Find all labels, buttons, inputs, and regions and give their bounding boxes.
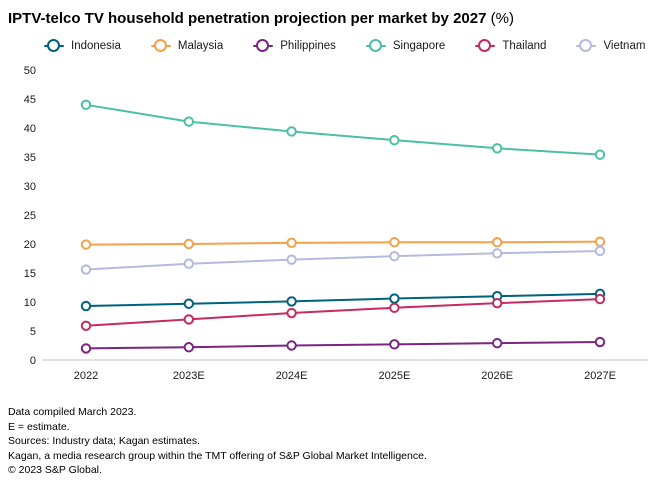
legend-label: Singapore bbox=[392, 39, 446, 52]
data-point-malaysia bbox=[389, 237, 400, 248]
series-line-philippines bbox=[85, 341, 601, 350]
data-point-indonesia bbox=[183, 298, 195, 309]
data-point-thailand bbox=[389, 302, 400, 314]
data-point-singapore bbox=[389, 134, 400, 146]
data-point-philippines bbox=[594, 336, 606, 348]
series-line-thailand bbox=[85, 298, 601, 327]
series-line-malaysia bbox=[85, 240, 601, 246]
x-axis-tick-label: 2022 bbox=[74, 370, 98, 382]
footnote-line: Sources: Industry data; Kagan estimates. bbox=[8, 435, 201, 447]
penetration-line-chart: 0 5 10 15 20 25 30 35 40 45 50 2022 2023E 2024E 2025E 2… bbox=[24, 65, 648, 382]
legend-label: Indonesia bbox=[71, 39, 121, 52]
legend-label: Philippines bbox=[280, 39, 336, 52]
y-axis-tick-label: 40 bbox=[24, 123, 36, 135]
x-axis-tick-label: 2026E bbox=[481, 370, 513, 382]
data-point-malaysia bbox=[492, 237, 503, 248]
data-point-philippines bbox=[286, 340, 297, 351]
data-point-singapore bbox=[594, 149, 606, 160]
y-axis-tick-label: 5 bbox=[30, 326, 36, 338]
data-point-vietnam bbox=[183, 258, 195, 269]
data-point-malaysia bbox=[80, 239, 92, 250]
data-point-vietnam bbox=[492, 248, 503, 259]
footnote-line: E = estimate. bbox=[8, 420, 70, 433]
y-axis-tick-label: 10 bbox=[24, 297, 36, 309]
data-point-singapore bbox=[492, 143, 503, 154]
footnote-line: © 2023 S&P Global. bbox=[8, 464, 102, 476]
data-point-thailand bbox=[594, 293, 606, 305]
chart-area: 0 5 10 15 20 25 30 35 40 45 50 2022 2023E 2024E 2025E 2… bbox=[8, 60, 652, 389]
data-point-indonesia bbox=[389, 293, 400, 304]
data-point-philippines bbox=[492, 337, 503, 349]
data-point-vietnam bbox=[389, 250, 400, 262]
footnotes: Data compiled March 2023. E = estimate. … bbox=[8, 405, 652, 478]
series-line-vietnam bbox=[85, 249, 601, 271]
series-line-indonesia bbox=[85, 292, 601, 308]
legend-item-indonesia: Indonesia bbox=[44, 39, 121, 52]
data-point-singapore bbox=[286, 126, 297, 137]
data-point-thailand bbox=[80, 320, 92, 331]
legend-marker-icon bbox=[365, 39, 386, 52]
y-axis-tick-label: 0 bbox=[30, 355, 36, 367]
data-point-vietnam bbox=[286, 254, 297, 265]
legend-marker-icon bbox=[150, 39, 171, 52]
data-point-philippines bbox=[80, 343, 92, 354]
legend-marker-icon bbox=[576, 39, 597, 52]
chart-title-unit: (%) bbox=[486, 10, 514, 27]
chart-legend: Indonesia Malaysia Philippines Singapore… bbox=[44, 39, 652, 52]
data-point-singapore bbox=[80, 99, 92, 110]
data-point-thailand bbox=[492, 297, 503, 309]
data-point-vietnam bbox=[80, 264, 92, 275]
y-axis-tick-label: 25 bbox=[24, 210, 36, 222]
data-point-indonesia bbox=[80, 300, 92, 312]
legend-item-singapore: Singapore bbox=[365, 39, 446, 52]
legend-label: Thailand bbox=[502, 39, 547, 52]
legend-marker-icon bbox=[475, 39, 496, 52]
data-point-thailand bbox=[183, 314, 195, 325]
y-axis-tick-label: 15 bbox=[24, 268, 36, 280]
data-point-philippines bbox=[183, 342, 195, 353]
footnote-line: Kagan, a media research group within the… bbox=[8, 449, 427, 462]
x-axis-tick-label: 2023E bbox=[173, 370, 205, 382]
data-point-thailand bbox=[286, 307, 297, 319]
data-point-malaysia bbox=[286, 237, 297, 249]
series-line-singapore bbox=[85, 103, 601, 156]
data-point-malaysia bbox=[594, 236, 606, 247]
data-point-indonesia bbox=[286, 296, 297, 307]
legend-item-thailand: Thailand bbox=[475, 39, 546, 52]
legend-item-vietnam: Vietnam bbox=[576, 39, 645, 52]
legend-marker-icon bbox=[253, 39, 274, 52]
x-axis-tick-label: 2027E bbox=[584, 370, 616, 382]
legend-marker-icon bbox=[44, 39, 64, 52]
footnote-line: Data compiled March 2023. bbox=[8, 406, 137, 418]
x-axis-tick-label: 2024E bbox=[276, 370, 308, 382]
x-axis-tick-label: 2025E bbox=[378, 370, 410, 382]
legend-item-philippines: Philippines bbox=[253, 39, 336, 52]
y-axis-tick-label: 45 bbox=[24, 94, 36, 106]
legend-item-malaysia: Malaysia bbox=[150, 39, 224, 52]
legend-label: Vietnam bbox=[603, 39, 646, 52]
legend-label: Malaysia bbox=[177, 39, 224, 52]
chart-title-text: IPTV-telco TV household penetration proj… bbox=[8, 10, 487, 27]
data-point-philippines bbox=[389, 339, 400, 350]
chart-title: IPTV-telco TV household penetration proj… bbox=[8, 10, 652, 27]
y-axis-tick-label: 30 bbox=[24, 181, 36, 193]
data-point-singapore bbox=[183, 116, 195, 127]
data-point-malaysia bbox=[183, 238, 195, 250]
y-axis-tick-label: 20 bbox=[24, 239, 36, 251]
data-point-vietnam bbox=[594, 245, 606, 257]
y-axis-tick-label: 50 bbox=[24, 65, 36, 77]
y-axis-tick-label: 35 bbox=[24, 152, 36, 164]
